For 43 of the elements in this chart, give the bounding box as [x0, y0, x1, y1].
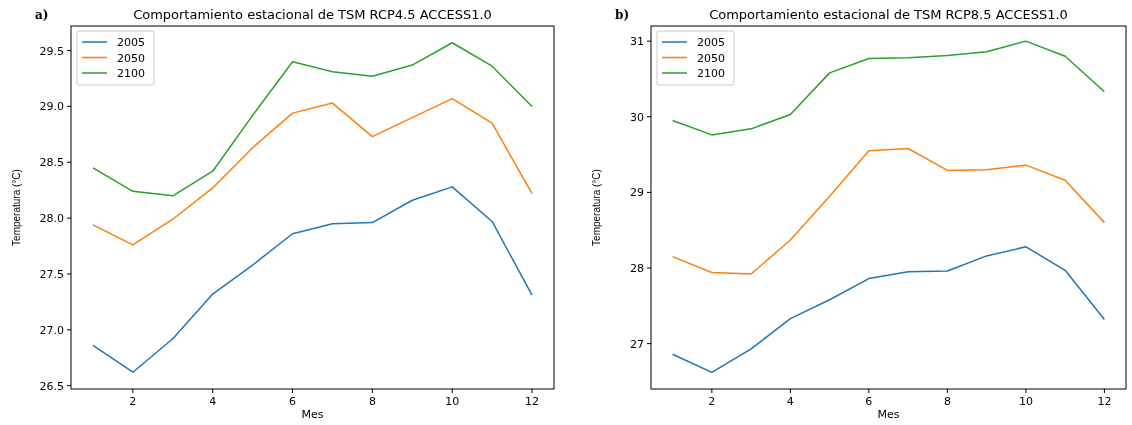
line-series — [92, 97, 533, 246]
legend-label: 2100 — [697, 67, 725, 80]
text: b) — [615, 8, 630, 22]
x-tick-label: 10 — [445, 395, 460, 408]
x-tick-label: 12 — [525, 395, 540, 408]
y-axis-title: Temperatura (°C) — [11, 169, 22, 246]
legend-label: 2005 — [117, 36, 145, 49]
legend-label: 2050 — [117, 51, 145, 65]
y-tick-label: 30 — [630, 110, 644, 124]
legend-label: 2005 — [697, 36, 725, 49]
chart-title: Comportamiento estacional de TSM RCP8.5 ACCESS1.0 — [709, 7, 1068, 22]
x-tick-label: 6 — [289, 395, 297, 408]
x-tick-label: 4 — [786, 395, 794, 408]
x-tick-label: 6 — [865, 395, 873, 408]
x-axis-title: Mes — [301, 408, 324, 421]
x-tick-label: 2 — [129, 395, 137, 408]
y-tick-label: 28.0 — [39, 212, 64, 226]
y-tick-label: 27.5 — [39, 267, 64, 281]
text: a) — [35, 8, 49, 22]
y-tick-label: 29.0 — [39, 100, 64, 114]
y-tick-label: 29.5 — [39, 44, 64, 58]
y-tick-label: 27.0 — [39, 323, 64, 337]
y-axis-title: Temperatura (°C) — [591, 169, 602, 246]
x-axis-title: Mes — [877, 408, 900, 421]
y-tick-label: 31 — [630, 35, 644, 49]
x-tick-label: 8 — [368, 395, 376, 408]
line-series — [92, 186, 533, 373]
line-series — [671, 246, 1106, 374]
y-tick-label: 28 — [630, 262, 644, 275]
y-tick-label: 29 — [630, 186, 644, 200]
x-tick-label: 2 — [708, 395, 716, 408]
x-tick-label: 8 — [943, 395, 951, 408]
chart-title: Comportamiento estacional de TSM RCP4.5 ACCESS1.0 — [133, 7, 492, 22]
y-tick-label: 26.5 — [39, 379, 64, 393]
x-tick-label: 10 — [1018, 395, 1033, 408]
line-series — [671, 147, 1106, 275]
y-tick-label: 28.5 — [39, 156, 64, 170]
legend-label: 2050 — [697, 51, 725, 65]
y-tick-label: 27 — [630, 337, 644, 351]
x-tick-label: 12 — [1097, 395, 1112, 408]
line-series — [671, 40, 1106, 136]
legend-label: 2100 — [117, 67, 145, 80]
x-tick-label: 4 — [209, 395, 217, 408]
